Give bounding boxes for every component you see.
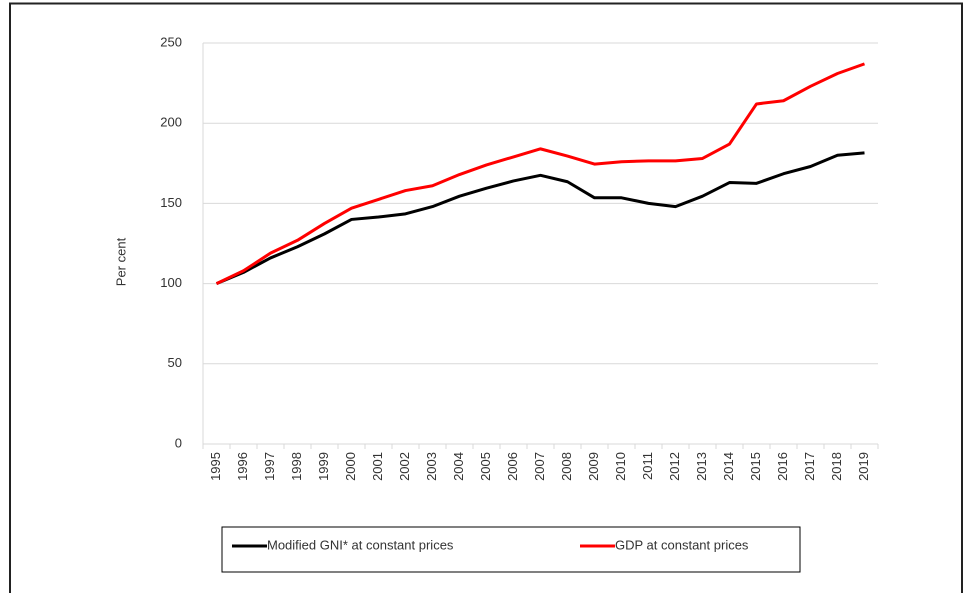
x-tick-label: 2000 bbox=[343, 452, 358, 481]
x-tick-label: 2008 bbox=[559, 452, 574, 481]
x-tick-label: 2012 bbox=[667, 452, 682, 481]
legend-label: Modified GNI* at constant prices bbox=[267, 537, 454, 552]
y-tick-label: 200 bbox=[160, 115, 182, 130]
x-tick-label: 1998 bbox=[289, 452, 304, 481]
x-tick-label: 2019 bbox=[856, 452, 871, 481]
x-tick-label: 1996 bbox=[235, 452, 250, 481]
series-line bbox=[215, 62, 866, 285]
legend-label: GDP at constant prices bbox=[615, 537, 749, 552]
x-tick-label: 2005 bbox=[478, 452, 493, 481]
y-axis-title: Per cent bbox=[113, 237, 128, 286]
x-tick-label: 2010 bbox=[613, 452, 628, 481]
x-tick-label: 2015 bbox=[748, 452, 763, 481]
x-tick-label: 2014 bbox=[721, 452, 736, 481]
x-tick-label: 2013 bbox=[694, 452, 709, 481]
x-tick-label: 2011 bbox=[640, 452, 655, 480]
frame bbox=[9, 2, 963, 593]
x-tick-label: 2006 bbox=[505, 452, 520, 481]
x-tick-label: 2009 bbox=[586, 452, 601, 481]
y-tick-label: 50 bbox=[168, 355, 182, 370]
x-tick-label: 2018 bbox=[829, 452, 844, 481]
x-tick-label: 2004 bbox=[451, 452, 466, 481]
x-tick-label: 2001 bbox=[370, 452, 385, 481]
x-tick-label: 2002 bbox=[397, 452, 412, 481]
y-tick-label: 250 bbox=[160, 34, 182, 49]
y-tick-label: 0 bbox=[175, 435, 182, 450]
x-tick-label: 1997 bbox=[262, 452, 277, 481]
x-tick-label: 2016 bbox=[775, 452, 790, 481]
x-tick-label: 2017 bbox=[802, 452, 817, 481]
x-tick-label: 2003 bbox=[424, 452, 439, 481]
y-tick-label: 100 bbox=[160, 275, 182, 290]
x-tick-label: 1995 bbox=[208, 452, 223, 481]
legend bbox=[221, 526, 801, 573]
series-line bbox=[215, 151, 865, 285]
x-tick-label: 2007 bbox=[532, 452, 547, 481]
y-tick-label: 150 bbox=[160, 195, 182, 210]
x-tick-label: 1999 bbox=[316, 452, 331, 481]
